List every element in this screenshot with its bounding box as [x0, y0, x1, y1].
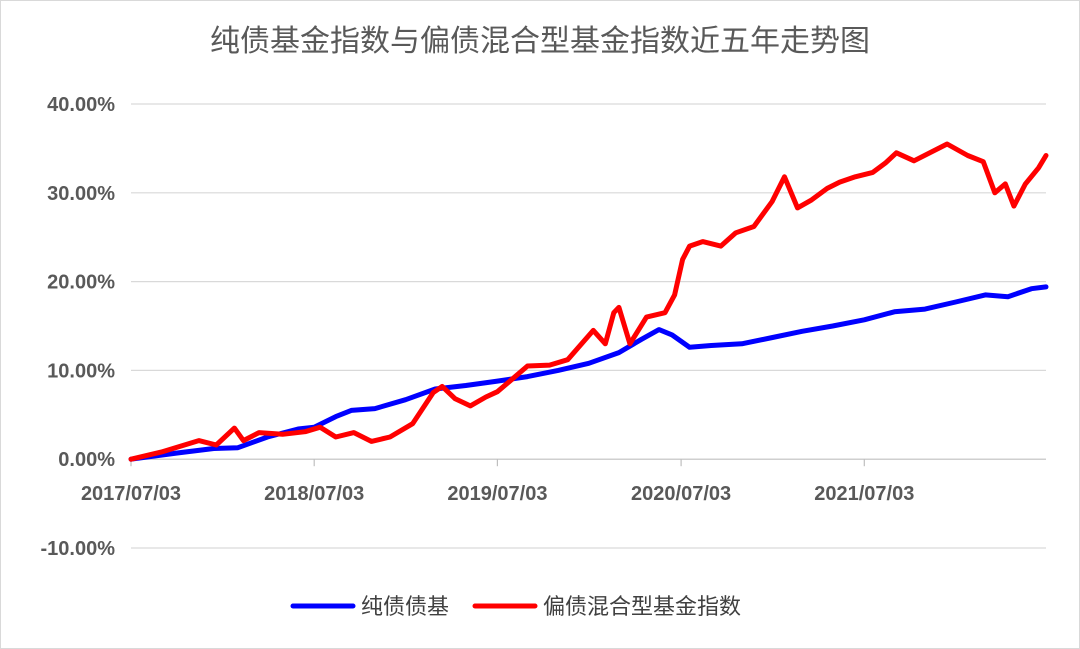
- x-tick-label: 2020/07/03: [631, 483, 731, 505]
- y-tick-label: 30.00%: [47, 183, 115, 205]
- grid-layer: [131, 103, 1046, 549]
- x-tick-label: 2018/07/03: [264, 483, 364, 505]
- y-axis: -10.00% 0.00% 10.00% 20.00% 30.00% 40.00%: [41, 94, 116, 560]
- y-tick-label: -10.00%: [41, 538, 116, 560]
- y-tick-label: 10.00%: [47, 360, 115, 382]
- series-line-1: [128, 284, 1049, 462]
- series-layer: [128, 141, 1049, 462]
- y-tick-label: 0.00%: [58, 449, 115, 471]
- y-tick-label: 20.00%: [47, 272, 115, 294]
- x-tick-label: 2017/07/03: [81, 483, 181, 505]
- series-line-2: [128, 141, 1049, 462]
- legend-label-1: 纯债债基: [361, 595, 449, 620]
- x-axis: 2017/07/03 2018/07/03 2019/07/03 2020/07/03…: [81, 459, 914, 505]
- legend-label-2: 偏债混合型基金指数: [543, 595, 741, 620]
- legend: 纯债债基 偏债混合型基金指数: [290, 595, 741, 620]
- x-tick-label: 2021/07/03: [814, 483, 914, 505]
- y-tick-label: 40.00%: [47, 94, 115, 116]
- chart-title: 纯债基金指数与偏债混合型基金指数近五年走势图: [210, 24, 870, 59]
- x-tick-label: 2019/07/03: [447, 483, 547, 505]
